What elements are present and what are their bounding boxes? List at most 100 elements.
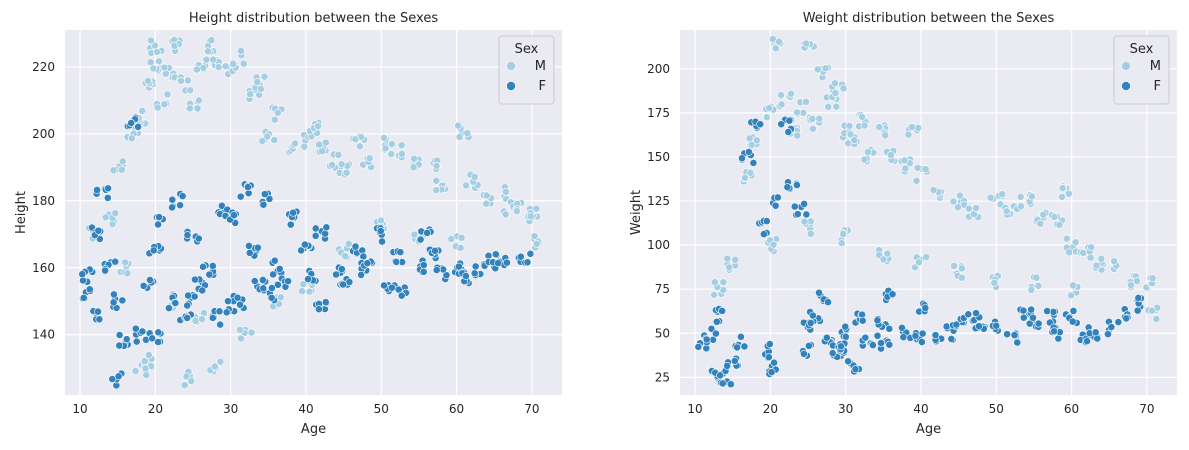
y-tick-label: 125 bbox=[647, 194, 670, 208]
x-axis-label: Age bbox=[916, 422, 941, 437]
data-point-M bbox=[793, 131, 802, 140]
data-point-F bbox=[363, 259, 372, 268]
data-point-M bbox=[864, 148, 872, 156]
x-tick-label: 70 bbox=[1139, 402, 1154, 416]
data-point-F bbox=[516, 252, 525, 261]
data-point-F bbox=[917, 338, 926, 346]
chart-1: 10 20 30 40 50 60 70 140 160 180 200 220 Height dist… bbox=[14, 11, 562, 437]
data-point-F bbox=[300, 240, 309, 249]
data-point-F bbox=[899, 333, 908, 342]
data-point-F bbox=[1134, 293, 1143, 302]
data-point-F bbox=[975, 322, 983, 331]
data-point-M bbox=[253, 78, 262, 86]
data-point-M bbox=[305, 287, 314, 296]
data-point-M bbox=[180, 381, 189, 390]
data-point-F bbox=[269, 270, 277, 279]
data-point-M bbox=[821, 64, 830, 73]
data-point-M bbox=[1050, 213, 1059, 221]
data-point-M bbox=[777, 91, 785, 99]
data-point-F bbox=[199, 262, 207, 271]
data-point-F bbox=[122, 335, 131, 344]
data-point-F bbox=[808, 311, 817, 320]
y-tick-label: 180 bbox=[32, 194, 55, 208]
data-point-F bbox=[784, 128, 793, 136]
data-point-M bbox=[314, 122, 322, 131]
data-point-M bbox=[260, 72, 269, 81]
data-point-F bbox=[494, 259, 503, 268]
data-point-F bbox=[793, 181, 801, 189]
data-point-M bbox=[138, 106, 147, 115]
data-point-M bbox=[1110, 257, 1119, 266]
data-point-M bbox=[802, 39, 811, 48]
data-point-F bbox=[756, 120, 765, 129]
data-point-F bbox=[723, 361, 732, 370]
data-point-F bbox=[289, 208, 298, 217]
data-point-F bbox=[1104, 330, 1112, 339]
data-point-M bbox=[950, 261, 958, 270]
y-tick-label: 220 bbox=[32, 60, 55, 74]
data-point-F bbox=[869, 341, 877, 350]
data-point-M bbox=[957, 264, 966, 273]
data-point-F bbox=[315, 305, 323, 314]
data-point-F bbox=[470, 269, 479, 278]
data-point-F bbox=[191, 275, 199, 284]
data-point-M bbox=[957, 273, 966, 282]
data-point-F bbox=[1133, 306, 1142, 315]
data-point-F bbox=[265, 194, 274, 203]
legend-title: Sex bbox=[515, 42, 539, 57]
data-point-M bbox=[387, 150, 396, 158]
data-point-M bbox=[913, 163, 922, 172]
points-layer bbox=[78, 35, 544, 390]
data-point-M bbox=[886, 151, 895, 159]
data-point-M bbox=[153, 103, 162, 112]
data-point-M bbox=[155, 57, 163, 66]
data-point-M bbox=[502, 187, 510, 196]
data-point-M bbox=[237, 334, 245, 343]
data-point-F bbox=[1114, 318, 1123, 326]
data-point-F bbox=[103, 193, 112, 202]
data-point-F bbox=[702, 335, 711, 344]
data-point-F bbox=[131, 324, 140, 333]
data-point-M bbox=[839, 84, 848, 93]
chart-title: Height distribution between the Sexes bbox=[189, 11, 438, 26]
data-point-F bbox=[184, 291, 193, 300]
data-point-M bbox=[1069, 281, 1077, 290]
data-point-F bbox=[259, 284, 268, 293]
data-point-F bbox=[190, 292, 199, 301]
data-point-M bbox=[806, 229, 815, 238]
data-point-M bbox=[270, 136, 279, 144]
data-point-F bbox=[947, 335, 956, 343]
data-point-M bbox=[1016, 192, 1025, 201]
data-point-F bbox=[1034, 319, 1043, 328]
data-point-M bbox=[1065, 248, 1073, 257]
data-point-M bbox=[1062, 234, 1071, 243]
data-point-M bbox=[198, 315, 206, 324]
data-point-M bbox=[532, 204, 541, 213]
data-point-F bbox=[762, 217, 771, 226]
data-point-F bbox=[93, 186, 101, 194]
data-point-M bbox=[153, 48, 161, 56]
data-point-F bbox=[311, 224, 320, 233]
data-point-F bbox=[351, 242, 360, 251]
data-point-M bbox=[214, 63, 223, 71]
data-point-M bbox=[1092, 261, 1101, 270]
data-point-M bbox=[1079, 249, 1088, 257]
data-point-F bbox=[165, 304, 173, 313]
plot-background bbox=[680, 30, 1177, 395]
data-point-F bbox=[964, 310, 973, 319]
data-point-F bbox=[804, 341, 813, 350]
data-point-M bbox=[276, 293, 285, 302]
legend-label-M: M bbox=[535, 59, 546, 74]
data-point-F bbox=[1054, 334, 1063, 343]
data-point-M bbox=[813, 65, 822, 74]
data-point-F bbox=[274, 280, 282, 289]
data-point-M bbox=[321, 138, 330, 147]
data-point-M bbox=[101, 213, 110, 222]
legend-marker-F bbox=[506, 81, 516, 91]
data-point-F bbox=[462, 272, 470, 280]
y-tick-label: 25 bbox=[655, 370, 670, 384]
data-point-F bbox=[815, 288, 823, 297]
x-tick-label: 10 bbox=[687, 402, 702, 416]
x-tick-label: 50 bbox=[374, 402, 389, 416]
data-point-M bbox=[1127, 281, 1135, 289]
